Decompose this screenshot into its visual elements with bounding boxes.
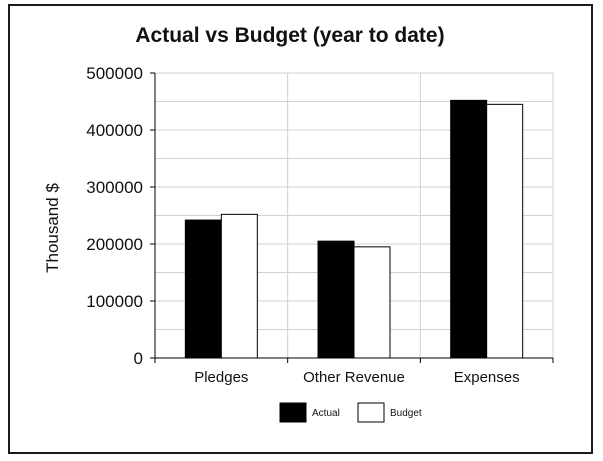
y-tick-label: 0 bbox=[134, 349, 143, 368]
legend-label-actual: Actual bbox=[312, 408, 340, 419]
legend-swatch-budget bbox=[357, 402, 385, 423]
y-tick-label: 500000 bbox=[86, 64, 143, 83]
bar-budget-other-revenue bbox=[353, 246, 391, 359]
legend-swatch-actual bbox=[279, 402, 307, 423]
bars bbox=[184, 99, 524, 359]
bar-budget-expenses bbox=[486, 103, 524, 359]
tick-labels: 0 100000 200000 300000 400000 500000 Pledges Ot… bbox=[86, 64, 519, 386]
legend-label-budget: Budget bbox=[390, 408, 422, 419]
axes bbox=[150, 72, 554, 363]
bar-budget-pledges bbox=[220, 213, 258, 359]
x-tick-label: Pledges bbox=[194, 369, 248, 386]
y-tick-label: 400000 bbox=[86, 121, 143, 140]
bar-actual-other-revenue bbox=[317, 240, 355, 359]
legend: Actual Budget bbox=[279, 402, 422, 423]
bar-actual-expenses bbox=[450, 99, 488, 359]
x-tick-label: Expenses bbox=[454, 369, 520, 386]
y-tick-label: 300000 bbox=[86, 178, 143, 197]
y-axis-label: Thousand $ bbox=[43, 183, 62, 273]
y-tick-label: 100000 bbox=[86, 292, 143, 311]
y-tick-label: 200000 bbox=[86, 235, 143, 254]
bar-actual-pledges bbox=[184, 219, 222, 359]
x-tick-label: Other Revenue bbox=[303, 369, 405, 386]
chart-title: Actual vs Budget (year to date) bbox=[135, 24, 444, 47]
